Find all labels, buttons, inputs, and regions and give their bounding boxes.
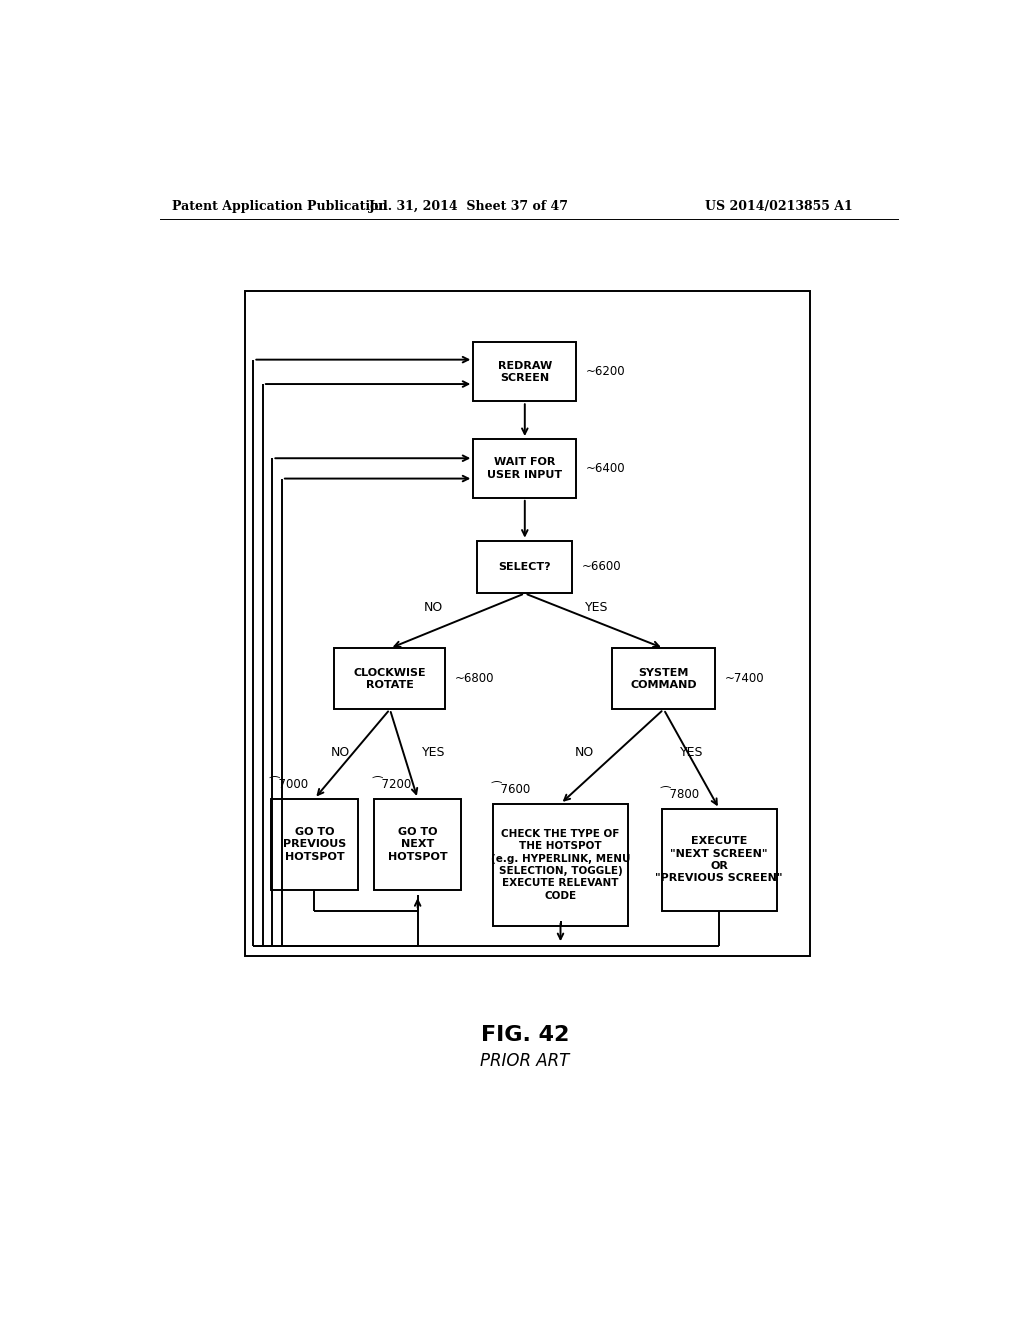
Text: ~6400: ~6400 (586, 462, 626, 475)
Text: US 2014/0213855 A1: US 2014/0213855 A1 (705, 199, 853, 213)
Text: ~6600: ~6600 (582, 561, 622, 573)
Text: CHECK THE TYPE OF
THE HOTSPOT
(e.g. HYPERLINK, MENU
SELECTION, TOGGLE)
EXECUTE R: CHECK THE TYPE OF THE HOTSPOT (e.g. HYPE… (490, 829, 630, 900)
Text: ⁀7600: ⁀7600 (492, 783, 530, 796)
Bar (246, 290, 811, 956)
Text: SYSTEM
COMMAND: SYSTEM COMMAND (631, 668, 697, 690)
Text: ~6800: ~6800 (455, 672, 495, 685)
Text: Patent Application Publication: Patent Application Publication (172, 199, 387, 213)
Text: REDRAW
SCREEN: REDRAW SCREEN (498, 360, 552, 383)
Bar (494, 804, 628, 925)
Bar (473, 440, 577, 498)
Bar (473, 342, 577, 401)
Bar (270, 799, 358, 890)
Text: WAIT FOR
USER INPUT: WAIT FOR USER INPUT (487, 457, 562, 479)
Text: YES: YES (680, 747, 703, 759)
Text: CLOCKWISE
ROTATE: CLOCKWISE ROTATE (353, 668, 426, 690)
Text: ~6200: ~6200 (586, 366, 626, 379)
Text: ⁀7000: ⁀7000 (269, 777, 308, 791)
Bar (477, 541, 572, 594)
Text: GO TO
PREVIOUS
HOTSPOT: GO TO PREVIOUS HOTSPOT (283, 828, 346, 862)
Bar (334, 648, 445, 709)
Text: Jul. 31, 2014  Sheet 37 of 47: Jul. 31, 2014 Sheet 37 of 47 (370, 199, 569, 213)
Text: ⁀7800: ⁀7800 (660, 788, 699, 801)
Text: SELECT?: SELECT? (499, 562, 551, 572)
Text: YES: YES (422, 747, 445, 759)
Text: NO: NO (574, 747, 594, 759)
Text: EXECUTE
"NEXT SCREEN"
OR
"PREVIOUS SCREEN": EXECUTE "NEXT SCREEN" OR "PREVIOUS SCREE… (655, 836, 783, 883)
Text: ~7400: ~7400 (725, 672, 764, 685)
Bar (662, 809, 777, 911)
Text: ⁀7200: ⁀7200 (373, 777, 412, 791)
Text: GO TO
NEXT
HOTSPOT: GO TO NEXT HOTSPOT (388, 828, 447, 862)
Text: YES: YES (585, 601, 608, 614)
Bar (374, 799, 461, 890)
Bar (612, 648, 716, 709)
Text: FIG. 42: FIG. 42 (480, 1024, 569, 1044)
Text: NO: NO (331, 747, 350, 759)
Text: PRIOR ART: PRIOR ART (480, 1052, 569, 1071)
Text: NO: NO (424, 601, 443, 614)
